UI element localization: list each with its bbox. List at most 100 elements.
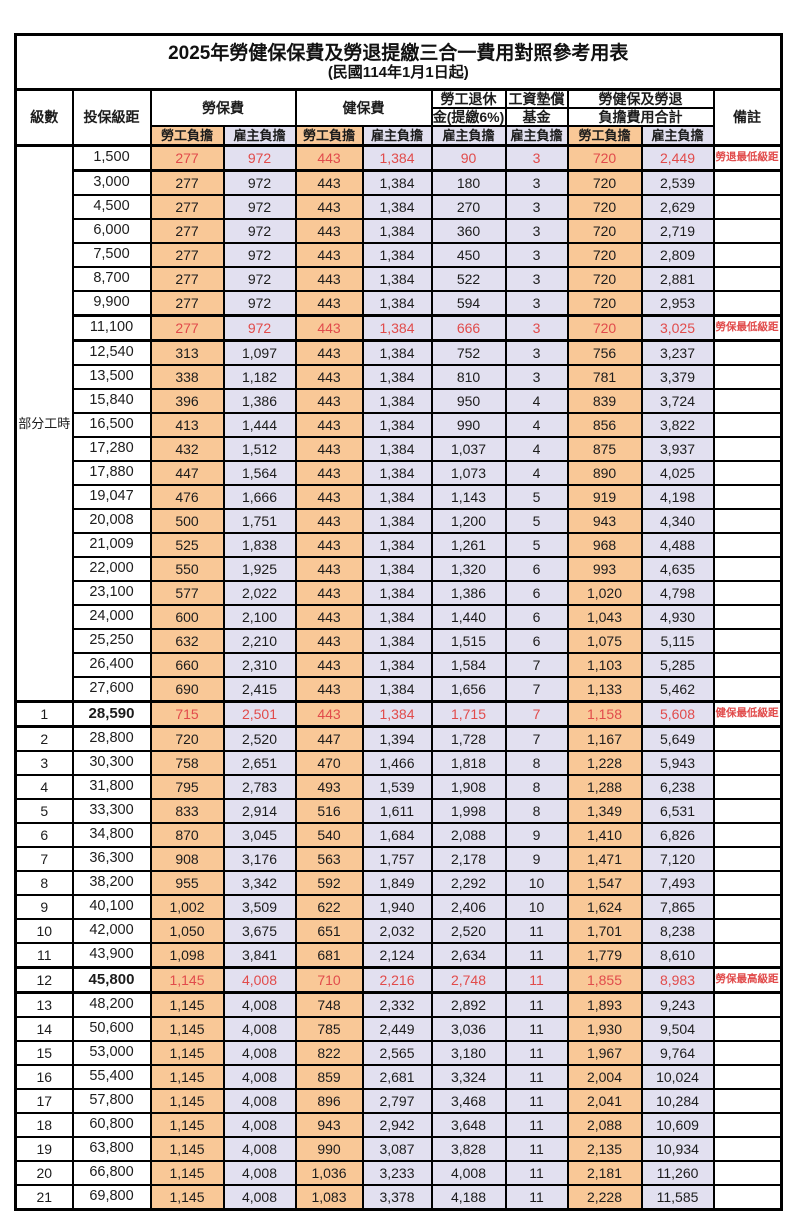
value-cell: 690 (149, 676, 225, 703)
value-cell: 10,609 (640, 1112, 715, 1138)
note-cell (712, 484, 782, 510)
value-cell: 748 (294, 991, 364, 1018)
value-cell: 413 (149, 412, 225, 438)
value-cell: 1,384 (361, 604, 433, 630)
value-cell: 4,008 (222, 966, 297, 994)
value-cell: 3,342 (222, 870, 297, 896)
value-cell: 715 (149, 700, 225, 728)
value-cell: 2,520 (430, 918, 507, 944)
value-cell: 6,531 (640, 798, 715, 824)
subheader-total-employer: 雇主負擔 (640, 125, 715, 147)
subheader-pension-employer: 雇主負擔 (430, 125, 507, 147)
level-cell: 6 (14, 822, 74, 848)
table-row: 17 57,800 1,145 4,008 896 2,797 3,468 11 2,041 10… (14, 1088, 782, 1114)
value-cell: 600 (149, 604, 225, 630)
value-cell: 10,024 (640, 1064, 715, 1090)
value-cell: 4,008 (222, 991, 297, 1018)
header-row-2: 金(提繳6%) 基金 負擔費用合計 (16, 107, 782, 127)
value-cell: 4,008 (222, 1088, 297, 1114)
value-cell: 1,940 (361, 894, 433, 920)
value-cell: 1,384 (361, 169, 433, 196)
value-cell: 443 (294, 194, 364, 220)
value-cell: 443 (294, 580, 364, 606)
level-cell: 2 (14, 725, 74, 752)
bracket-cell: 36,300 (71, 846, 152, 872)
value-cell: 972 (222, 218, 297, 244)
table-row: 6 34,800 870 3,045 540 1,684 2,088 9 1,410 6,826 (14, 822, 782, 848)
table-row: 18 60,800 1,145 4,008 943 2,942 3,648 11 2,088 10… (14, 1112, 782, 1138)
bracket-cell: 3,000 (71, 169, 152, 196)
bracket-cell: 9,900 (71, 290, 152, 317)
value-cell: 443 (294, 388, 364, 414)
level-cell: 15 (14, 1040, 74, 1066)
value-cell: 3,036 (430, 1016, 507, 1042)
value-cell: 2,041 (566, 1088, 643, 1114)
level-cell: 3 (14, 750, 74, 776)
table-row: 13,500 338 1,182 443 1,384 810 3 781 3,379 (16, 364, 782, 390)
bracket-cell: 30,300 (71, 750, 152, 776)
value-cell: 443 (294, 242, 364, 268)
value-cell: 7 (504, 652, 569, 678)
note-cell (712, 339, 782, 366)
bracket-cell: 28,590 (71, 700, 152, 728)
note-cell (712, 676, 782, 703)
value-cell: 1,998 (430, 798, 507, 824)
value-cell: 972 (222, 144, 297, 172)
value-cell: 338 (149, 364, 225, 390)
value-cell: 1,020 (566, 580, 643, 606)
value-cell: 2,004 (566, 1064, 643, 1090)
value-cell: 10,284 (640, 1088, 715, 1114)
value-cell: 890 (566, 460, 643, 486)
value-cell: 1,384 (361, 388, 433, 414)
value-cell: 1,384 (361, 144, 433, 172)
value-cell: 3,724 (640, 388, 715, 414)
level-cell: 14 (14, 1016, 74, 1042)
bracket-cell: 13,500 (71, 364, 152, 390)
value-cell: 432 (149, 436, 225, 462)
value-cell: 1,145 (149, 1184, 225, 1211)
value-cell: 443 (294, 169, 364, 196)
value-cell: 1,701 (566, 918, 643, 944)
table-row: 4,500 277 972 443 1,384 270 3 720 2,629 (16, 194, 782, 220)
value-cell: 2,681 (361, 1064, 433, 1090)
value-cell: 1,564 (222, 460, 297, 486)
value-cell: 9 (504, 846, 569, 872)
note-cell (712, 266, 782, 292)
value-cell: 443 (294, 436, 364, 462)
value-cell: 443 (294, 412, 364, 438)
table-row: 1 28,590 715 2,501 443 1,384 1,715 7 1,158 5,608 健… (14, 700, 782, 728)
value-cell: 3 (504, 339, 569, 366)
value-cell: 1,855 (566, 966, 643, 994)
value-cell: 2,942 (361, 1112, 433, 1138)
level-cell: 12 (14, 966, 74, 994)
table-row: 3,000 277 972 443 1,384 180 3 720 2,539 (16, 169, 782, 196)
value-cell: 313 (149, 339, 225, 366)
col-header-wage-fund-line2: 基金 (504, 107, 569, 127)
table-row: 5 33,300 833 2,914 516 1,611 1,998 8 1,349 6,531 (14, 798, 782, 824)
bracket-cell: 12,540 (71, 339, 152, 366)
value-cell: 4,025 (640, 460, 715, 486)
table-row: 部分工時 1,500 277 972 443 1,384 90 3 720 2,449 勞退最低級距 (14, 144, 782, 703)
table-row: 13 48,200 1,145 4,008 748 2,332 2,892 11 1,893 9,… (14, 991, 782, 1018)
bracket-cell: 11,100 (71, 314, 152, 342)
table-row: 8,700 277 972 443 1,384 522 3 720 2,881 (16, 266, 782, 292)
bracket-cell: 42,000 (71, 918, 152, 944)
value-cell: 2,228 (566, 1184, 643, 1211)
value-cell: 9,243 (640, 991, 715, 1018)
value-cell: 1,384 (361, 532, 433, 558)
value-cell: 1,145 (149, 1064, 225, 1090)
value-cell: 270 (430, 194, 507, 220)
value-cell: 972 (222, 290, 297, 317)
table-row: 20 66,800 1,145 4,008 1,036 3,233 4,008 11 2,181… (14, 1160, 782, 1186)
value-cell: 476 (149, 484, 225, 510)
bracket-cell: 16,500 (71, 412, 152, 438)
value-cell: 1,384 (361, 290, 433, 317)
value-cell: 1,384 (361, 364, 433, 390)
bracket-cell: 57,800 (71, 1088, 152, 1114)
table-row: 11,100 277 972 443 1,384 666 3 720 3,025 勞保最低級距 (16, 314, 782, 342)
value-cell: 3,087 (361, 1136, 433, 1162)
table-row: 21 69,800 1,145 4,008 1,083 3,378 4,188 11 2,228… (14, 1184, 782, 1211)
value-cell: 1,384 (361, 314, 433, 342)
bracket-cell: 50,600 (71, 1016, 152, 1042)
bracket-cell: 8,700 (71, 266, 152, 292)
